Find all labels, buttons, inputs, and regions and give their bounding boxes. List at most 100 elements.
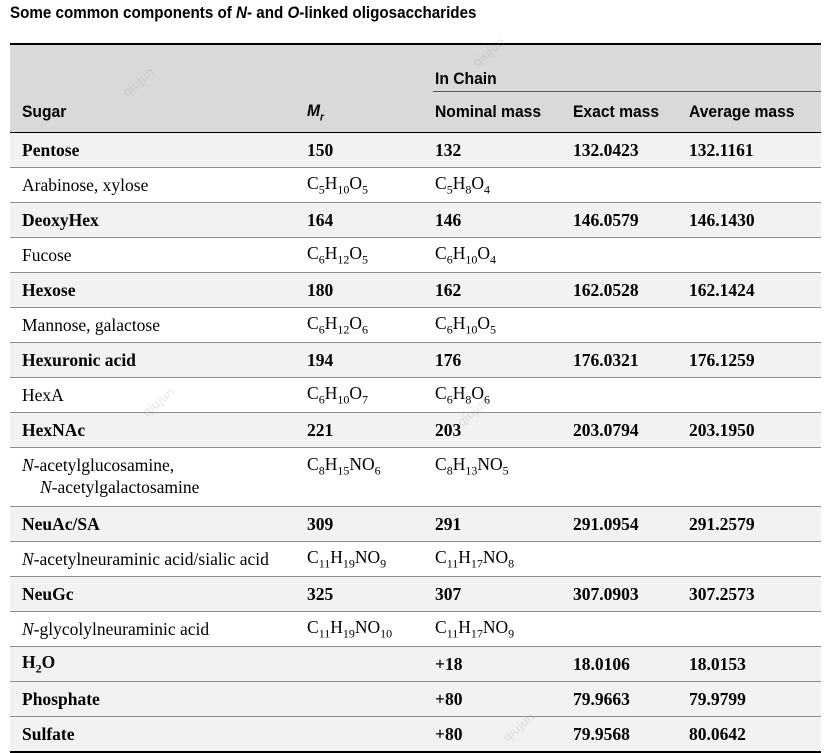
formula-element: NO bbox=[354, 616, 381, 637]
title-text-middle: - and bbox=[247, 4, 288, 22]
cell-average-mass: 291.2579 bbox=[687, 506, 822, 542]
exact-value: 79.9568 bbox=[573, 723, 630, 744]
header-row-group: In Chain bbox=[10, 44, 822, 92]
formula-subscript: 10 bbox=[465, 252, 478, 267]
cell-mr: 164 bbox=[305, 202, 433, 238]
cell-mr: C6H12O5 bbox=[305, 237, 433, 273]
sugar-name-line: N-acetylglucosamine, bbox=[22, 454, 305, 476]
formula-element: H bbox=[452, 382, 466, 403]
title-text-prefix: Some common components of bbox=[10, 4, 237, 22]
sugar-name: DeoxyHex bbox=[22, 209, 99, 230]
formula-element: O bbox=[349, 382, 362, 403]
table-row: Hexuronic acid 194 176 176.0321 176.1259 bbox=[10, 342, 822, 378]
formula-element: C bbox=[307, 312, 319, 333]
formula-subscript: 13 bbox=[465, 463, 478, 478]
cell-mr: C5H10O5 bbox=[305, 167, 433, 203]
cell-mr: C8H15NO6 bbox=[305, 447, 433, 507]
nominal-value: 146 bbox=[435, 209, 462, 230]
cell-sugar: Phosphate bbox=[10, 681, 305, 717]
formula-element: C bbox=[307, 454, 319, 474]
header-mr: Mr bbox=[305, 91, 433, 133]
formula-element: H bbox=[324, 312, 338, 333]
table-row: Sulfate +80 79.9568 80.0642 bbox=[10, 716, 822, 752]
formula-element: C bbox=[307, 546, 319, 567]
mr-value: 164 bbox=[307, 209, 334, 230]
exact-value: 291.0954 bbox=[573, 513, 639, 534]
exact-value: 176.0321 bbox=[573, 349, 639, 370]
average-value: 146.1430 bbox=[689, 209, 755, 230]
formula-element: O bbox=[349, 172, 362, 193]
sugar-name: NeuAc/SA bbox=[22, 513, 100, 534]
cell-exact-mass bbox=[571, 237, 687, 273]
sugar-name-rest: -acetylgalactosamine bbox=[51, 477, 200, 497]
formula-element: NO bbox=[482, 616, 509, 637]
mr-value: 180 bbox=[307, 279, 334, 300]
sugar-name-rest: -glycolylneuraminic acid bbox=[33, 618, 210, 639]
formula-subscript: 8 bbox=[446, 463, 453, 478]
header-mr-symbol: M bbox=[307, 100, 321, 120]
cell-mr: 221 bbox=[305, 412, 433, 448]
cell-nominal-mass: 162 bbox=[433, 272, 571, 308]
cell-mr: C6H10O7 bbox=[305, 377, 433, 413]
cell-exact-mass bbox=[571, 447, 687, 507]
cell-nominal-mass: +80 bbox=[433, 681, 571, 717]
average-value: 162.1424 bbox=[689, 279, 755, 300]
formula-subscript: 10 bbox=[337, 182, 350, 197]
formula-subscript: 9 bbox=[508, 626, 515, 641]
formula-subscript: 17 bbox=[470, 626, 483, 641]
cell-nominal-mass: 176 bbox=[433, 342, 571, 378]
cell-exact-mass bbox=[571, 611, 687, 647]
cell-nominal-mass: C11H17NO9 bbox=[433, 611, 571, 647]
formula-subscript: 11 bbox=[446, 626, 459, 641]
formula-element: H bbox=[324, 242, 338, 263]
formula-element: NO bbox=[349, 454, 375, 474]
formula-element: H bbox=[330, 616, 343, 637]
table-row: N-glycolylneuraminic acid C11H19NO10 C11H1… bbox=[10, 611, 822, 647]
cell-mr: 325 bbox=[305, 576, 433, 612]
sugar-name: Hexuronic acid bbox=[22, 349, 136, 370]
cell-average-mass: 132.1161 bbox=[687, 132, 822, 168]
nominal-value: 176 bbox=[435, 349, 462, 370]
exact-value: 79.9663 bbox=[573, 688, 630, 709]
formula-subscript: 8 bbox=[465, 182, 472, 197]
title-o-letter: O bbox=[287, 4, 300, 22]
cell-exact-mass: 307.0903 bbox=[571, 576, 687, 612]
formula-subscript: 4 bbox=[483, 182, 490, 197]
header-exact-mass: Exact mass bbox=[571, 91, 687, 133]
header-in-chain-label: In Chain bbox=[435, 69, 497, 88]
formula-subscript: 11 bbox=[318, 556, 331, 571]
sugar-name-line: N-acetylneuraminic acid/sialic acid bbox=[22, 549, 269, 569]
sugar-prefix-italic: N bbox=[22, 618, 34, 639]
sugar-name-rest: -acetylglucosamine, bbox=[33, 455, 175, 475]
cell-nominal-mass: +18 bbox=[433, 646, 571, 682]
cell-mr: 180 bbox=[305, 272, 433, 308]
sugar-name: Arabinose, xylose bbox=[22, 174, 149, 195]
cell-exact-mass: 79.9663 bbox=[571, 681, 687, 717]
average-value: 80.0642 bbox=[689, 723, 746, 744]
cell-sugar: Sulfate bbox=[10, 716, 305, 752]
table-header: In Chain Sugar Mr Nominal mass Exact mas… bbox=[10, 44, 822, 133]
cell-nominal-mass: C8H13NO5 bbox=[433, 447, 571, 507]
formula-element: C bbox=[307, 616, 319, 637]
cell-nominal-mass: C5H8O4 bbox=[433, 167, 571, 203]
cell-sugar: DeoxyHex bbox=[10, 202, 305, 238]
title-text-suffix: -linked oligosaccharides bbox=[299, 4, 477, 22]
sugar-prefix-italic: N bbox=[22, 455, 34, 475]
cell-average-mass: 80.0642 bbox=[687, 716, 822, 752]
cell-exact-mass: 162.0528 bbox=[571, 272, 687, 308]
cell-exact-mass bbox=[571, 541, 687, 577]
sugar-name-rest: -acetylneuraminic acid/sialic acid bbox=[33, 548, 269, 569]
cell-nominal-mass: 146 bbox=[433, 202, 571, 238]
table-title: Some common components of N- and O-linke… bbox=[10, 4, 476, 23]
average-value: 79.9799 bbox=[689, 688, 746, 709]
cell-sugar: HexNAc bbox=[10, 412, 305, 448]
nominal-value: 162 bbox=[435, 279, 462, 300]
cell-average-mass: 176.1259 bbox=[687, 342, 822, 378]
cell-average-mass bbox=[687, 377, 822, 413]
mr-value: 221 bbox=[307, 419, 334, 440]
formula-subscript: 5 bbox=[361, 182, 368, 197]
cell-average-mass: 307.2573 bbox=[687, 576, 822, 612]
formula-subscript: 6 bbox=[483, 392, 490, 407]
cell-mr: C6H12O6 bbox=[305, 307, 433, 343]
cell-average-mass: 79.9799 bbox=[687, 681, 822, 717]
